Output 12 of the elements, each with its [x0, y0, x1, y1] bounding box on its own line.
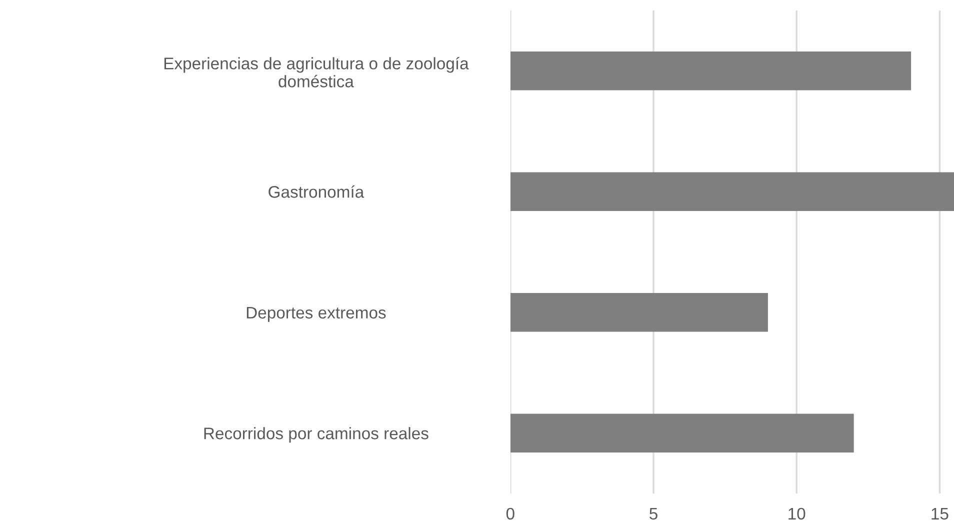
bar — [510, 293, 768, 332]
x-tick-label: 10 — [788, 508, 806, 520]
bar — [510, 172, 954, 211]
y-tick-label: Deportes extremos — [246, 306, 386, 322]
x-tick-label: 0 — [506, 508, 514, 520]
y-tick-label: Experiencias de agricultura o de zoología doméstica — [164, 56, 469, 88]
y-tick-label: Recorridos por caminos reales — [204, 427, 428, 443]
x-tick-label: 5 — [650, 508, 658, 520]
bar — [510, 52, 912, 90]
bar — [510, 414, 854, 452]
x-tick-label: 15 — [932, 508, 948, 520]
y-tick-label: Gastronomía — [268, 185, 364, 198]
